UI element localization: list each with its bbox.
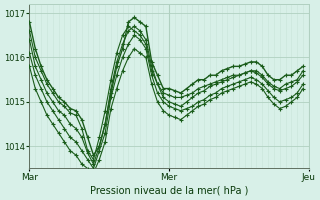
X-axis label: Pression niveau de la mer( hPa ): Pression niveau de la mer( hPa ): [90, 186, 248, 196]
